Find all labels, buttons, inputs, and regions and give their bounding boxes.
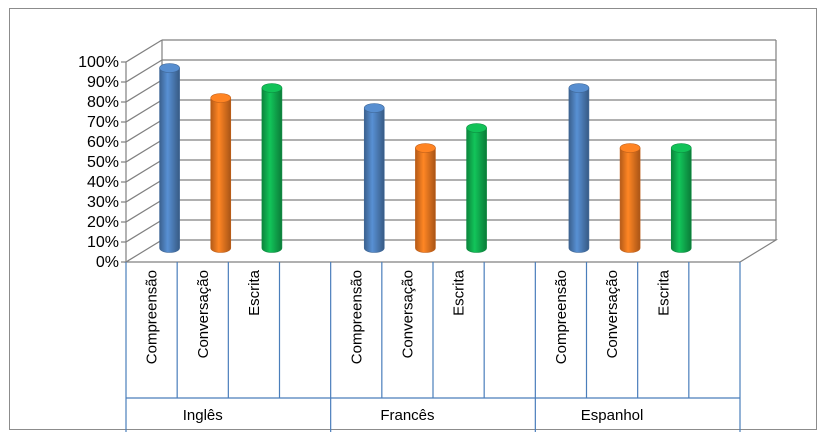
category-label: Escrita xyxy=(246,269,263,316)
bars xyxy=(159,63,692,253)
side-gridline xyxy=(125,99,163,123)
y-tick-label: 20% xyxy=(87,214,119,231)
category-label: Conversação xyxy=(604,270,621,358)
category-axis: Inglês Compreensão Conversação Escrita Franc… xyxy=(125,262,741,432)
bar-top xyxy=(568,83,590,93)
bar xyxy=(466,123,487,253)
category-label: Compreensão xyxy=(144,270,161,364)
y-tick-label: 90% xyxy=(87,74,119,91)
bar xyxy=(415,143,436,253)
bar-body xyxy=(363,107,385,253)
bar xyxy=(363,103,385,253)
side-gridline xyxy=(125,159,163,183)
bar-top xyxy=(619,143,641,153)
side-gridline xyxy=(125,139,163,163)
y-tick-label: 100% xyxy=(78,54,119,71)
category-label: Compreensão xyxy=(553,270,570,364)
side-gridline xyxy=(125,119,163,143)
bar-body xyxy=(415,147,436,253)
bar-body xyxy=(210,97,232,253)
group-label: Francês xyxy=(380,407,434,424)
y-tick-label: 50% xyxy=(87,154,119,171)
y-tick-label: 0% xyxy=(96,254,119,271)
side-gridline xyxy=(125,79,163,103)
bar-top xyxy=(210,93,232,103)
group-label: Inglês xyxy=(183,407,223,424)
y-tick-label: 30% xyxy=(87,194,119,211)
category-label: Escrita xyxy=(655,269,672,316)
bar-body xyxy=(619,147,641,253)
bar-top xyxy=(159,63,180,73)
category-label: Conversação xyxy=(195,270,212,358)
category-label: Compreensão xyxy=(348,270,365,364)
bar-body xyxy=(159,67,180,253)
side-gridline xyxy=(125,219,163,243)
y-tick-label: 80% xyxy=(87,94,119,111)
bar-top xyxy=(415,143,436,153)
y-tick-label: 10% xyxy=(87,234,119,251)
bar xyxy=(568,83,590,253)
category-label: Escrita xyxy=(451,269,468,316)
y-tick-label: 40% xyxy=(87,174,119,191)
side-gridline xyxy=(125,199,163,223)
bar-body xyxy=(261,87,283,253)
bar-top xyxy=(261,83,283,93)
y-tick-label: 70% xyxy=(87,114,119,131)
bar-body xyxy=(568,87,590,253)
y-tick-label: 60% xyxy=(87,134,119,151)
bar-body xyxy=(670,147,692,253)
category-label: Conversação xyxy=(399,270,416,358)
bar-top xyxy=(363,103,385,113)
y-axis: 0% 10% 20% 30% 40% 50% 60% 70% 80% 90% 100% xyxy=(78,54,126,271)
group-label: Espanhol xyxy=(581,407,644,424)
side-gridline xyxy=(125,59,163,83)
bar xyxy=(619,143,641,253)
bar xyxy=(159,63,180,253)
bar xyxy=(261,83,283,253)
side-gridline xyxy=(125,179,163,203)
side-gridline xyxy=(125,39,163,63)
bar-body xyxy=(466,127,487,253)
bar-top xyxy=(670,143,692,153)
bar xyxy=(210,93,232,253)
bar xyxy=(670,143,692,253)
bar-top xyxy=(466,123,487,133)
